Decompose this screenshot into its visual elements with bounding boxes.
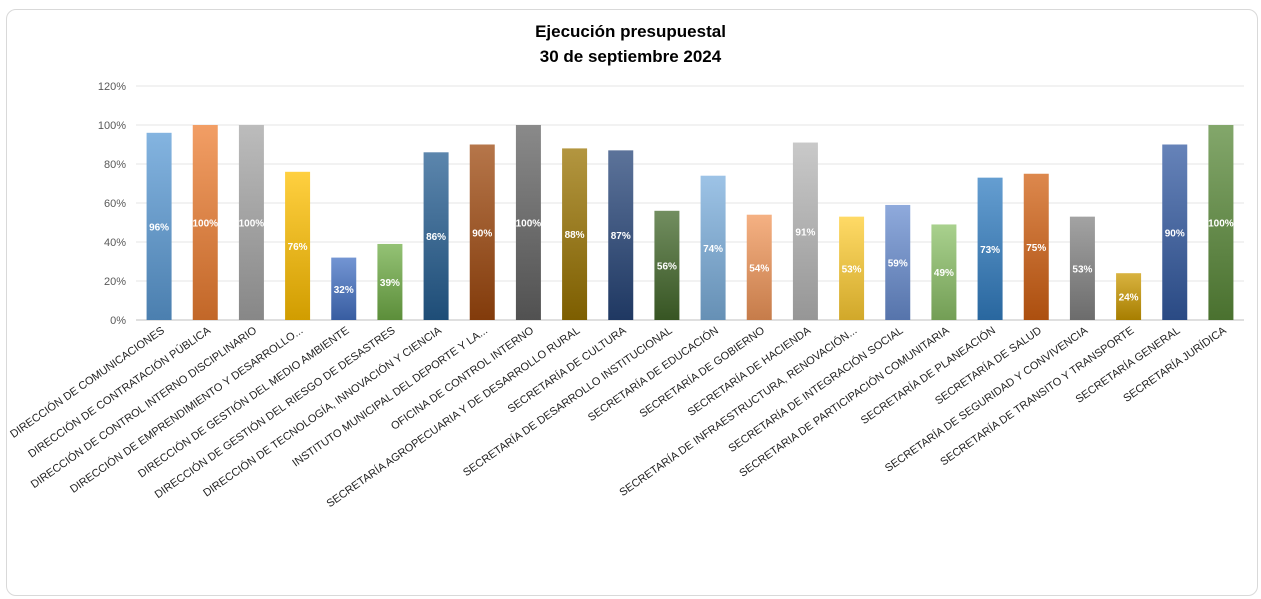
- bar: [469, 144, 495, 320]
- data-label: 32%: [334, 285, 354, 296]
- y-tick-label: 120%: [98, 81, 126, 93]
- data-label: 90%: [1165, 228, 1185, 239]
- bar: [700, 175, 726, 320]
- bar: [931, 224, 957, 320]
- y-tick-label: 0%: [110, 315, 126, 327]
- data-label: 74%: [703, 244, 723, 255]
- y-tick-label: 80%: [104, 159, 126, 171]
- data-label: 87%: [611, 231, 631, 242]
- data-label: 73%: [980, 245, 1000, 256]
- x-tick-label: SECRETARIA DE PARTICIPACIÓN COMUNITARIA: [737, 323, 952, 479]
- data-label: 53%: [842, 264, 862, 275]
- y-axis: 0% 20% 40% 60% 80% 100% 120%: [98, 81, 126, 327]
- bar: [1069, 216, 1095, 320]
- bar: [792, 142, 818, 320]
- data-label: 59%: [888, 258, 908, 269]
- bar: [238, 125, 264, 320]
- data-label: 100%: [239, 219, 265, 230]
- data-label: 90%: [472, 228, 492, 239]
- bars: [146, 125, 1234, 320]
- gridlines: [136, 85, 1244, 321]
- y-tick-label: 20%: [104, 276, 126, 288]
- bar: [377, 243, 403, 320]
- data-label: 96%: [149, 222, 169, 233]
- bar: [192, 125, 218, 320]
- bar: [746, 214, 772, 320]
- bar: [331, 257, 357, 320]
- bar: [285, 171, 311, 320]
- bar: [1162, 144, 1188, 320]
- data-label: 100%: [192, 219, 218, 230]
- bar: [1208, 125, 1234, 320]
- bar: [839, 216, 865, 320]
- y-tick-label: 100%: [98, 120, 126, 132]
- data-label: 54%: [749, 263, 769, 274]
- bar: [1116, 273, 1142, 320]
- y-tick-label: 60%: [104, 198, 126, 210]
- data-label: 39%: [380, 278, 400, 289]
- data-label: 53%: [1072, 264, 1092, 275]
- chart-subtitle: 30 de septiembre 2024: [539, 47, 722, 66]
- data-label: 86%: [426, 232, 446, 243]
- bar: [1023, 173, 1049, 320]
- data-label: 49%: [934, 268, 954, 279]
- x-tick-label: SECRETARÍA DE DESARROLLO INSTITUCIONAL: [461, 324, 675, 479]
- bar: [977, 177, 1003, 320]
- bar: [654, 210, 680, 320]
- bar: [515, 125, 541, 320]
- data-label: 100%: [516, 219, 542, 230]
- data-label: 75%: [1026, 243, 1046, 254]
- data-label: 24%: [1119, 293, 1139, 304]
- data-label: 91%: [795, 227, 815, 238]
- data-label: 76%: [288, 242, 308, 253]
- bar: [146, 132, 172, 320]
- bar: [562, 148, 588, 320]
- data-label: 100%: [1208, 219, 1234, 230]
- bar: [885, 204, 911, 320]
- y-tick-label: 40%: [104, 237, 126, 249]
- chart-title: Ejecución presupuestal: [535, 22, 726, 41]
- bar: [423, 152, 449, 320]
- data-labels: 96% 100% 100% 76% 32% 39% 86% 90% 100% 88% 87% 56% 7…: [149, 219, 1234, 304]
- x-tick-label: DIRECCIÓN DE GESTIÓN DEL MEDIO AMBIENTE: [136, 324, 352, 481]
- bar: [608, 150, 634, 320]
- data-label: 56%: [657, 261, 677, 272]
- data-label: 88%: [565, 230, 585, 241]
